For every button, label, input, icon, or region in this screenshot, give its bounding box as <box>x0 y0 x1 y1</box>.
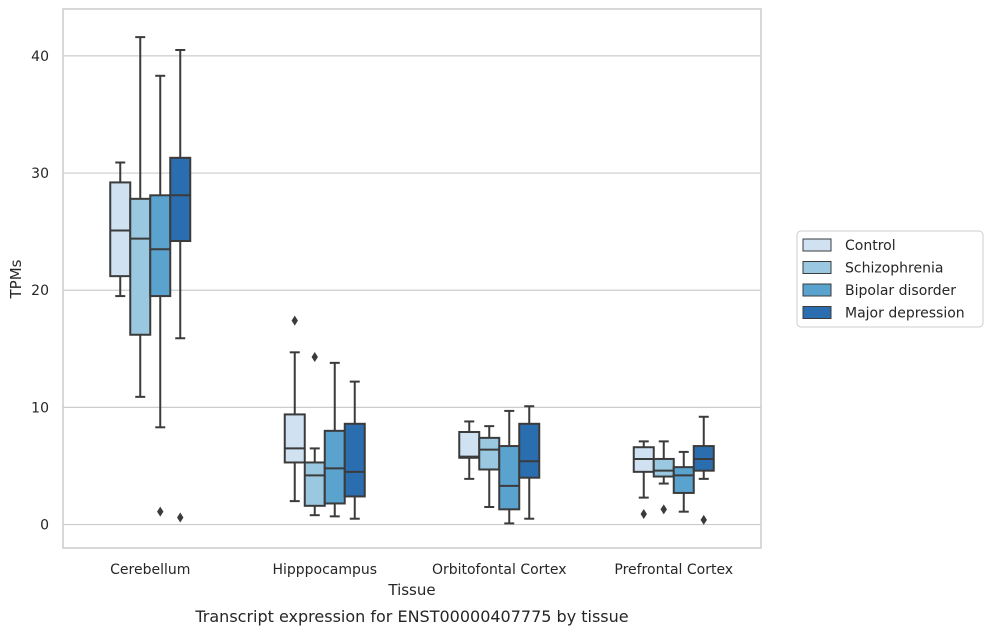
box-iqr <box>323 429 346 505</box>
outlier-point <box>157 506 164 517</box>
outlier-point <box>660 504 667 515</box>
y-tick-label: 10 <box>31 400 49 416</box>
box-group <box>109 161 132 298</box>
box-iqr <box>498 445 521 511</box>
x-tick-label: Hipppocampus <box>272 562 377 578</box>
box-group <box>672 450 695 513</box>
box-group <box>652 440 675 515</box>
box-iqr <box>652 457 675 478</box>
chart-caption: Transcript expression for ENST0000040777… <box>194 607 628 626</box>
box-iqr <box>303 461 326 507</box>
outlier-point <box>700 514 707 525</box>
box-groups <box>109 36 715 525</box>
x-axis-title: Tissue <box>387 581 435 599</box>
box-iqr <box>518 422 541 479</box>
box-group <box>632 440 655 520</box>
outlier-point <box>311 352 318 363</box>
y-tick-label: 20 <box>31 283 49 299</box>
box-group <box>343 380 366 520</box>
y-tick-label: 0 <box>40 518 49 534</box>
outlier-point <box>177 512 184 523</box>
y-axis: 0 10 20 30 40 <box>31 49 49 534</box>
box-group <box>458 420 481 480</box>
box-iqr <box>109 181 132 278</box>
box-group <box>149 74 172 517</box>
x-tick-label: Prefrontal Cortex <box>614 562 733 578</box>
legend-label: Schizophrenia <box>845 261 943 277</box>
box-group <box>692 415 715 525</box>
box-iqr <box>343 422 366 498</box>
box-group <box>518 405 541 520</box>
box-group <box>169 49 192 523</box>
y-tick-label: 40 <box>31 49 49 65</box>
x-tick-label: Cerebellum <box>110 562 190 578</box>
legend-swatch <box>802 283 832 297</box>
legend-swatch <box>802 261 832 274</box>
box-iqr <box>478 436 501 471</box>
legend-swatch <box>802 238 832 252</box>
box-iqr <box>283 413 306 464</box>
plot-frame <box>62 8 762 549</box>
outlier-point <box>291 315 298 326</box>
legend-swatch <box>802 306 832 319</box>
x-axis: Cerebellum Hipppocampus Orbitofontal Corte… <box>110 562 733 578</box>
legend-frame <box>796 230 984 328</box>
y-axis-title: TPMs <box>7 259 25 299</box>
box-iqr <box>149 194 172 298</box>
box-group <box>283 315 306 503</box>
box-group <box>478 425 501 508</box>
box-iqr <box>129 197 152 336</box>
legend-label: Bipolar disorder <box>845 283 956 299</box>
box-iqr <box>458 430 481 459</box>
x-tick-label: Orbitofontal Cortex <box>432 562 567 578</box>
legend-label: Major depression <box>845 306 965 322</box>
legend: Control Schizophrenia Bipolar disorder Majo… <box>796 230 984 328</box>
box-iqr <box>169 156 192 243</box>
legend-label: Control <box>845 238 896 254</box>
y-tick-label: 30 <box>31 166 49 182</box>
box-group <box>323 361 346 518</box>
box-iqr <box>672 466 695 494</box>
outlier-point <box>640 509 647 520</box>
